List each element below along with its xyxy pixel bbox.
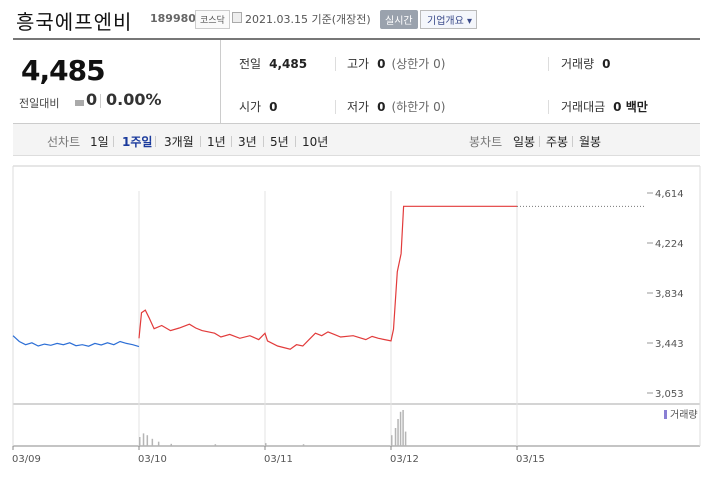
x-tick-label: 03/10 [138, 454, 167, 465]
volume-bar [139, 437, 141, 446]
stock-header: 흥국에프엔비 189980 코스닥 2021.03.15 기준(개장전) 실시간… [0, 0, 713, 38]
period-5year[interactable]: 5년 [270, 135, 289, 149]
trade-amount: 거래대금 0 백만 [561, 98, 648, 115]
market-badge: 코스닥 [195, 10, 230, 29]
open-price: 시가 0 [239, 98, 277, 115]
candle-weekly[interactable]: 주봉 [546, 135, 569, 149]
volume: 거래량 0 [561, 55, 610, 72]
period-selector: 선차트 1일 1주일 3개월 1년 3년 5년 10년 봉차트 일봉 주봉 월봉 [13, 124, 700, 156]
period-1day[interactable]: 1일 [90, 135, 109, 149]
divider [295, 136, 296, 147]
candle-monthly[interactable]: 월봉 [579, 135, 602, 149]
volume-bar [404, 431, 407, 446]
prev-close-label: 전일 [239, 57, 262, 71]
x-tick-label: 03/11 [264, 454, 293, 465]
low-label: 저가 [347, 100, 370, 114]
period-3month[interactable]: 3개월 [164, 135, 194, 149]
price-chart-svg: 4,614 4,224 3,834 3,443 3,053 03/09 03/10 03/11… [12, 165, 701, 465]
upper-limit: (상한가 0) [391, 57, 446, 71]
divider [231, 136, 232, 147]
volume-bar [391, 435, 393, 446]
volume-bar [170, 443, 172, 446]
volume-bar [394, 428, 397, 446]
volume-value: 0 [602, 57, 611, 71]
price-series-line [12, 335, 140, 348]
volume-bar [397, 419, 399, 446]
divider [100, 94, 101, 108]
volume-legend-swatch [664, 410, 667, 419]
volume-bar [399, 411, 402, 446]
stock-name[interactable]: 흥국에프엔비 [16, 10, 133, 34]
current-price: 4,485 [21, 54, 106, 87]
low-value: 0 [377, 100, 386, 114]
divider [335, 57, 336, 71]
volume-bar [214, 444, 217, 446]
period-3year[interactable]: 3년 [238, 135, 257, 149]
realtime-button[interactable]: 실시간 [380, 10, 418, 29]
amount-label: 거래대금 [561, 100, 606, 114]
volume-bar [265, 443, 267, 446]
period-10year[interactable]: 10년 [302, 135, 329, 149]
volume-label: 거래량 [561, 57, 595, 71]
period-1year[interactable]: 1년 [207, 135, 226, 149]
candle-chart-label: 봉차트 [469, 135, 503, 149]
y-tick-label: 3,443 [655, 339, 684, 350]
candle-daily[interactable]: 일봉 [513, 135, 536, 149]
open-label: 시가 [239, 100, 262, 114]
high-label: 고가 [347, 57, 370, 71]
divider [335, 100, 336, 114]
divider [548, 57, 549, 71]
base-date: 2021.03.15 기준(개장전) [245, 13, 371, 26]
prev-close: 전일 4,485 [239, 55, 307, 72]
divider [263, 136, 264, 147]
divider [539, 136, 540, 147]
high-price: 고가 0 (상한가 0) [347, 55, 445, 72]
lower-limit: (하한가 0) [391, 100, 446, 114]
x-tick-label: 03/12 [390, 454, 419, 465]
divider [113, 136, 114, 147]
open-value: 0 [269, 100, 278, 114]
volume-bar [302, 444, 305, 446]
price-chart[interactable]: 4,614 4,224 3,834 3,443 3,053 03/09 03/10 03/11… [0, 156, 713, 478]
low-price: 저가 0 (하한가 0) [347, 98, 445, 115]
divider [200, 136, 201, 147]
change-percent: 0.00% [106, 90, 162, 109]
price-series-line [138, 205, 517, 350]
change-value: 0 [86, 90, 98, 109]
y-tick-label: 3,053 [655, 389, 684, 400]
x-tick-label: 03/09 [12, 454, 41, 465]
calendar-icon [232, 12, 242, 23]
current-price-box: 4,485 전일대비 0 0.00% [13, 40, 221, 124]
volume-bar [402, 410, 404, 446]
line-chart-label: 선차트 [47, 135, 81, 149]
flat-icon [75, 100, 84, 106]
y-tick-label: 4,614 [655, 189, 684, 200]
volume-bar [157, 441, 160, 446]
divider [155, 136, 156, 147]
amount-value: 0 백만 [613, 100, 648, 114]
y-tick-label: 4,224 [655, 239, 684, 250]
high-value: 0 [377, 57, 386, 71]
volume-bar [146, 435, 149, 446]
quote-panel: 4,485 전일대비 0 0.00% 전일 4,485 고가 0 (상한가 0) 거래… [13, 38, 700, 124]
divider [572, 136, 573, 147]
volume-bar [151, 438, 154, 446]
company-overview-dropdown[interactable]: 기업개요 ▾ [420, 10, 477, 29]
volume-legend-label: 거래량 [670, 409, 698, 421]
y-tick-label: 3,834 [655, 289, 684, 300]
x-tick-label: 03/15 [516, 454, 545, 465]
change-label: 전일대비 [19, 97, 60, 110]
divider [548, 100, 549, 114]
stock-code: 189980 [150, 12, 196, 25]
period-1week[interactable]: 1주일 [122, 135, 153, 149]
volume-bar [142, 433, 145, 446]
prev-close-value: 4,485 [269, 57, 308, 71]
